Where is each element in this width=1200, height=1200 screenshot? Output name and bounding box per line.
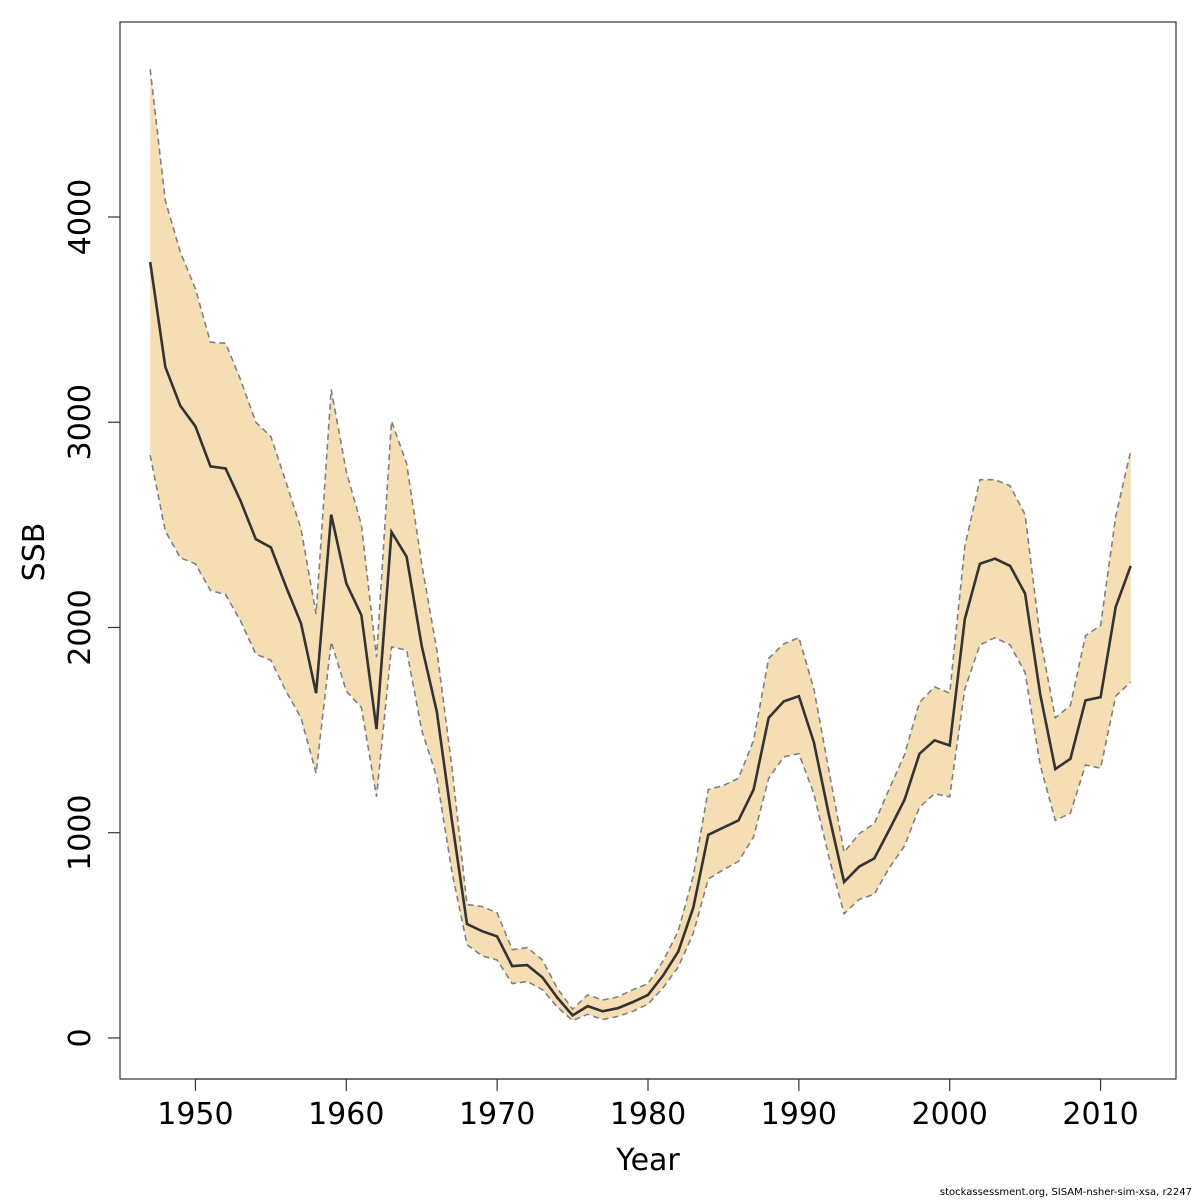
x-tick-label: 1990 — [761, 1097, 837, 1132]
upper-bound-line — [149, 69, 1132, 1011]
x-tick-label: 2000 — [912, 1097, 988, 1132]
x-tick-label: 1980 — [610, 1097, 686, 1132]
ssb-estimate-line — [148, 261, 1132, 1018]
y-tick-label: 2000 — [63, 589, 98, 665]
x-tick-label: 1950 — [157, 1097, 233, 1132]
axes: 1950 1960 1970 1980 1990 2000 2010 0 1000 2000 300… — [63, 179, 1139, 1132]
y-tick-label: 1000 — [63, 795, 98, 871]
footer-credit: stockassessment.org, SISAM-nsher-sim-xsa… — [939, 1187, 1192, 1198]
confidence-band — [150, 69, 1131, 1021]
x-tick-label: 2010 — [1062, 1097, 1138, 1132]
y-tick-label: 3000 — [63, 384, 98, 460]
y-tick-label: 4000 — [63, 179, 98, 255]
x-axis-title: Year — [615, 1143, 680, 1178]
plot-area — [148, 69, 1132, 1022]
y-axis-title: SSB — [17, 523, 52, 582]
x-tick-label: 1970 — [459, 1097, 535, 1132]
x-tick-label: 1960 — [308, 1097, 384, 1132]
y-tick-label: 0 — [63, 1028, 98, 1047]
